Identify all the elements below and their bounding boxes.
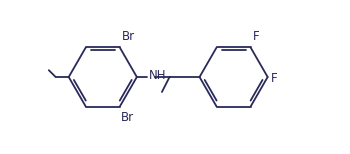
Text: NH: NH [149,69,167,82]
Text: Br: Br [121,111,134,124]
Text: Br: Br [122,30,135,43]
Text: F: F [271,72,277,85]
Text: F: F [253,30,259,43]
